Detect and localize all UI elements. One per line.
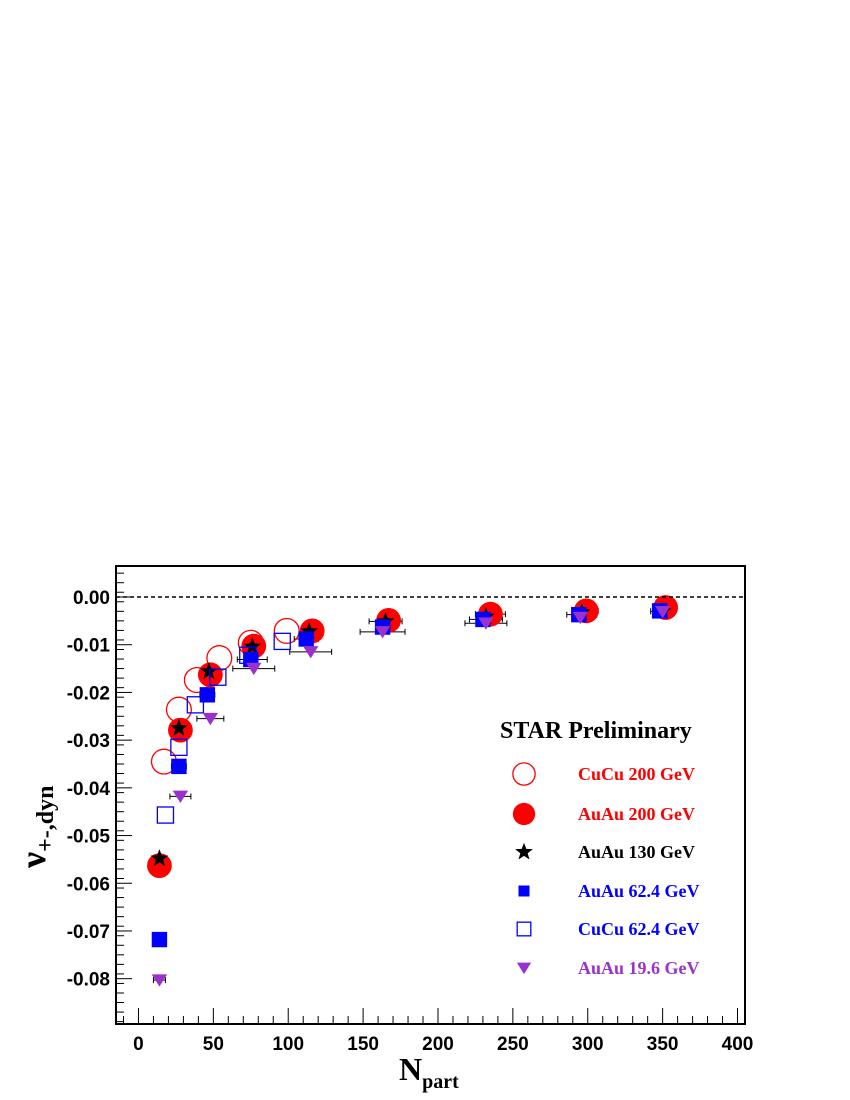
legend-marker-5 [516,962,532,975]
data-point-series-5 [172,790,189,803]
y-axis-title-main: ν [13,852,53,869]
x-tick-label: 400 [722,1034,754,1055]
x-tick-label: 0 [133,1034,144,1055]
data-point-series-5 [302,646,319,659]
data-point-series-4 [273,632,291,651]
x-tick-label: 250 [497,1034,529,1055]
data-point-series-3 [151,931,168,948]
legend-label-3: AuAu 62.4 GeV [578,881,700,901]
x-tick-label: 100 [272,1034,304,1055]
legend-title: STAR Preliminary [500,718,692,744]
data-point-series-5 [374,626,391,639]
data-point-series-2 [300,622,319,639]
legend-label-4: CuCu 62.4 GeV [578,919,700,939]
x-tick-label: 350 [647,1034,679,1055]
legend-marker-1 [512,802,536,826]
data-point-series-2 [150,849,169,866]
legend: STAR Preliminary CuCu 200 GeV AuAu 200 GeV… [500,718,700,978]
legend-marker-2 [515,842,533,860]
data-point-series-5 [572,611,588,625]
data-point-series-3 [298,631,314,647]
y-tick-label: -0.08 [67,970,110,991]
x-tick-label: 50 [203,1034,224,1055]
data-point-series-3 [199,687,216,703]
y-tick-label: -0.07 [67,922,110,943]
y-axis-title: ν+-,dyn [13,786,59,869]
y-axis-title-sub: +-,dyn [33,786,59,852]
y-tick-label: -0.06 [67,874,110,895]
data-point-series-2 [200,662,218,679]
data-point-series-5 [654,606,671,619]
data-point-series-5 [246,662,262,676]
y-tick-label: 0.00 [73,588,110,609]
x-axis-title-sub: part [422,1071,459,1093]
plot-frame [115,565,746,1025]
data-point-series-0 [273,617,300,644]
y-tick-label: -0.04 [67,779,111,800]
data-point-series-2 [243,637,262,655]
x-tick-label: 300 [572,1034,604,1055]
x-tick-label: 200 [422,1034,454,1055]
y-tick-label: -0.02 [67,683,110,704]
x-axis-title: Npart [399,1051,459,1093]
axes: 0 50 100 150 200 250 300 350 400 0.00 -0.01 -0.02 -0… [13,565,754,1093]
legend-marker-4 [516,921,532,937]
y-tick-label: -0.01 [67,636,111,657]
data-point-series-4 [186,696,205,714]
x-axis-title-main: N [399,1051,422,1087]
data-point-series-1 [147,853,172,879]
data-point-series-5 [478,617,494,630]
data-point-series-5 [202,712,219,726]
legend-label-1: AuAu 200 GeV [578,804,695,824]
legend-marker-3 [518,885,530,897]
x-tick-label: 150 [347,1034,379,1055]
data-point-series-3 [171,758,187,775]
data-point-series-4 [170,738,188,757]
y-tick-label: -0.05 [67,827,111,848]
legend-label-0: CuCu 200 GeV [578,764,695,784]
data-point-series-5 [151,974,168,987]
data-point-series-4 [156,806,175,824]
data-points [147,595,679,987]
y-tick-label: -0.03 [67,731,110,752]
data-point-series-4 [209,668,227,686]
data-point-series-2 [170,718,188,736]
legend-marker-0 [512,762,536,786]
legend-label-5: AuAu 19.6 GeV [578,958,700,978]
legend-label-2: AuAu 130 GeV [578,842,695,862]
